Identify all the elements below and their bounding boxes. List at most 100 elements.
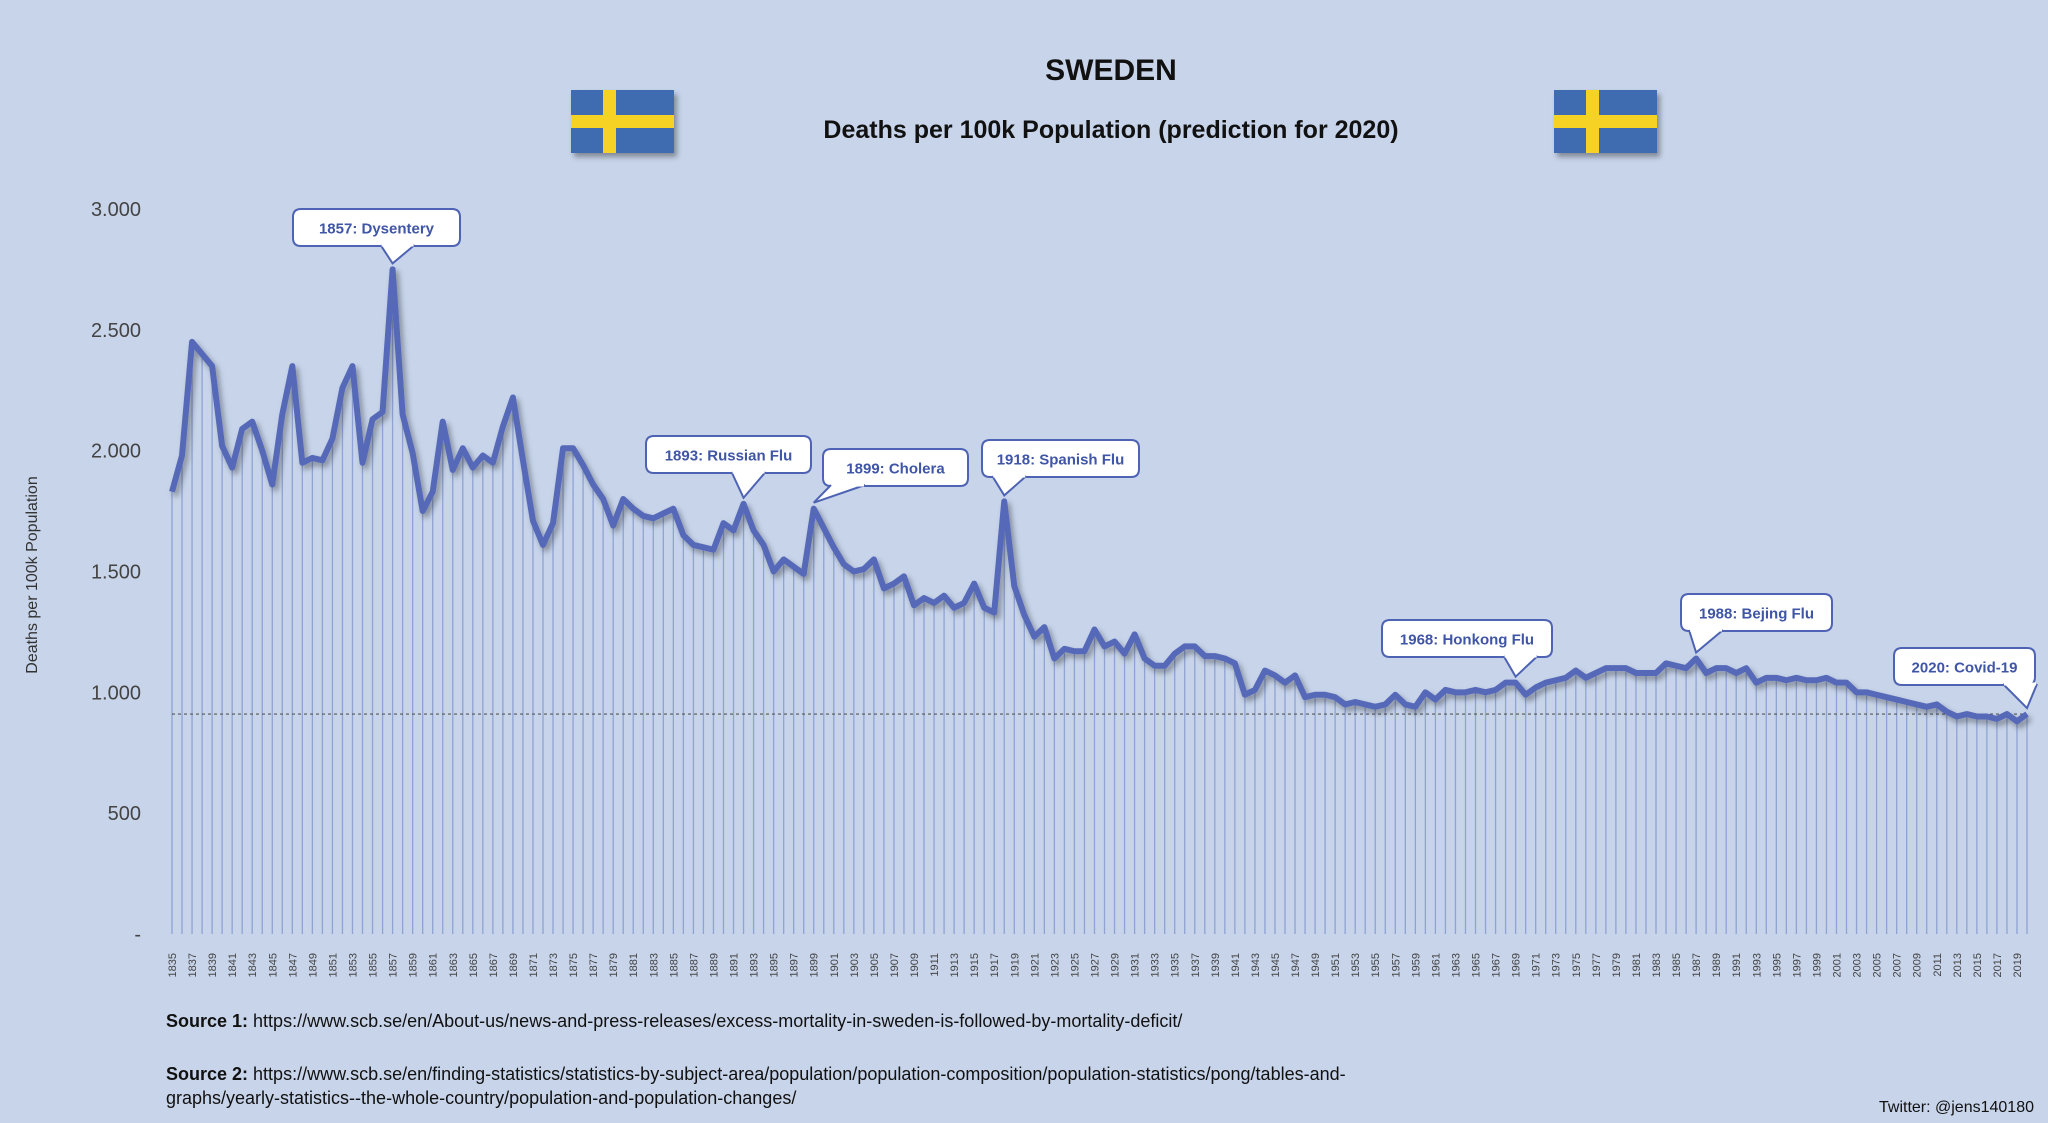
chart-title: SWEDEN (1045, 54, 1177, 87)
x-tick-label: 1921 (1029, 953, 1041, 977)
x-tick-label: 1931 (1130, 953, 1142, 977)
x-tick-label: 1855 (368, 953, 380, 977)
x-tick-label: 1939 (1210, 953, 1222, 977)
x-tick-label: 1865 (468, 953, 480, 977)
x-tick-label: 1947 (1290, 953, 1302, 977)
x-tick-label: 1885 (668, 953, 680, 977)
x-tick-label: 1869 (508, 953, 520, 977)
x-tick-label: 1957 (1390, 953, 1402, 977)
source-2-link[interactable]: https://www.scb.se/en/finding-statistics… (166, 1064, 1346, 1108)
x-tick-label: 1861 (428, 953, 440, 977)
annotation-pointer (730, 471, 767, 500)
source-2-label: Source 2: (166, 1064, 249, 1084)
x-tick-label: 1883 (648, 953, 660, 977)
x-tick-label: 1977 (1591, 953, 1603, 977)
x-tick-label: 1839 (207, 953, 219, 977)
x-tick-label: 2005 (1872, 953, 1884, 977)
x-tick-label: 1907 (889, 953, 901, 977)
x-tick-label: 1933 (1150, 953, 1162, 977)
x-tick-label: 1881 (628, 953, 640, 977)
x-tick-label: 1925 (1069, 953, 1081, 977)
sweden-flag-left (571, 90, 674, 153)
x-tick-label: 1837 (187, 953, 199, 977)
x-tick-label: 1895 (769, 953, 781, 977)
x-tick-label: 1843 (247, 953, 259, 977)
x-tick-label: 1987 (1691, 953, 1703, 977)
x-tick-label: 2007 (1892, 953, 1904, 977)
x-tick-label: 1877 (588, 953, 600, 977)
y-tick-label: 1.000 (91, 682, 141, 704)
x-tick-label: 1917 (989, 953, 1001, 977)
annotation-box (292, 208, 461, 247)
x-tick-label: 2019 (2012, 953, 2024, 977)
x-tick-label: 1867 (488, 953, 500, 977)
x-tick-label: 1963 (1450, 953, 1462, 977)
x-tick-label: 2003 (1852, 953, 1864, 977)
x-tick-label: 1899 (809, 953, 821, 977)
x-tick-label: 1887 (688, 953, 700, 977)
annotation-pointer (813, 484, 866, 504)
x-tick-label: 1915 (969, 953, 981, 977)
x-tick-label: 1841 (227, 953, 239, 977)
data-line (169, 266, 2029, 725)
annotation-pointer (1688, 629, 1724, 655)
x-tick-label: 2015 (1972, 953, 1984, 977)
x-tick-label: 1903 (849, 953, 861, 977)
x-tick-label: 1941 (1230, 953, 1242, 977)
x-tick-label: 1975 (1571, 953, 1583, 977)
x-tick-label: 1971 (1531, 953, 1543, 977)
x-tick-label: 1853 (347, 953, 359, 977)
x-tick-label: 1909 (909, 953, 921, 977)
annotation-box (1381, 619, 1553, 658)
annotation-label: 1968: Honkong Flu (1400, 632, 1534, 649)
annotation-box (1680, 593, 1833, 632)
line-chart: - 500 1.000 1.500 2.000 2.500 3.000 1835 1837 183… (91, 199, 2038, 977)
x-tick-label: 1897 (789, 953, 801, 977)
x-tick-label: 1905 (869, 953, 881, 977)
annotation-box (645, 435, 812, 474)
x-tick-label: 1959 (1410, 953, 1422, 977)
annotation-label: 1918: Spanish Flu (997, 452, 1125, 469)
y-tick-label: 500 (108, 803, 141, 825)
x-tick-label: 1849 (307, 953, 319, 977)
x-tick-label: 2017 (1992, 953, 2004, 977)
x-tick-label: 1995 (1771, 953, 1783, 977)
x-tick-label: 1835 (167, 953, 179, 977)
x-tick-label: 1923 (1049, 953, 1061, 977)
x-tick-label: 1935 (1170, 953, 1182, 977)
y-tick-label: 3.000 (91, 199, 141, 221)
chart-subtitle: Deaths per 100k Population (prediction f… (823, 116, 1399, 144)
x-tick-label: 1943 (1250, 953, 1262, 977)
x-tick-label: 1981 (1631, 953, 1643, 977)
x-tick-label: 1875 (568, 953, 580, 977)
annotation-label: 1857: Dysentery (319, 221, 435, 238)
x-tick-label: 1913 (949, 953, 961, 977)
source-2: Source 2: https://www.scb.se/en/finding-… (166, 1062, 1396, 1110)
x-tick-label: 1989 (1711, 953, 1723, 977)
annotation-label: 1988: Bejing Flu (1699, 606, 1814, 623)
sweden-flag-right (1554, 90, 1657, 153)
x-tick-label: 1955 (1370, 953, 1382, 977)
x-tick-label: 1863 (448, 953, 460, 977)
annotation-label: 1893: Russian Flu (665, 448, 793, 465)
x-tick-label: 1911 (929, 953, 941, 977)
x-tick-label: 1991 (1731, 953, 1743, 977)
x-tick-label: 1873 (548, 953, 560, 977)
x-tick-label: 1879 (608, 953, 620, 977)
x-tick-label: 1969 (1511, 953, 1523, 977)
y-tick-label: 1.500 (91, 562, 141, 584)
annotation-pointer (2002, 683, 2038, 710)
x-tick-label: 1919 (1009, 953, 1021, 977)
x-tick-label: 1893 (749, 953, 761, 977)
x-tick-label: 1937 (1190, 953, 1202, 977)
x-tick-label: 1967 (1491, 953, 1503, 977)
y-tick-label: 2.000 (91, 441, 141, 463)
x-tick-label: 1847 (287, 953, 299, 977)
y-tick-label: 2.500 (91, 320, 141, 342)
twitter-handle: Twitter: @jens140180 (1879, 1099, 2034, 1116)
x-tick-label: 1961 (1430, 953, 1442, 977)
x-tick-label: 1965 (1471, 953, 1483, 977)
x-tick-label: 1845 (267, 953, 279, 977)
x-tick-label: 1949 (1310, 953, 1322, 977)
source-1-link[interactable]: https://www.scb.se/en/About-us/news-and-… (253, 1011, 1183, 1031)
